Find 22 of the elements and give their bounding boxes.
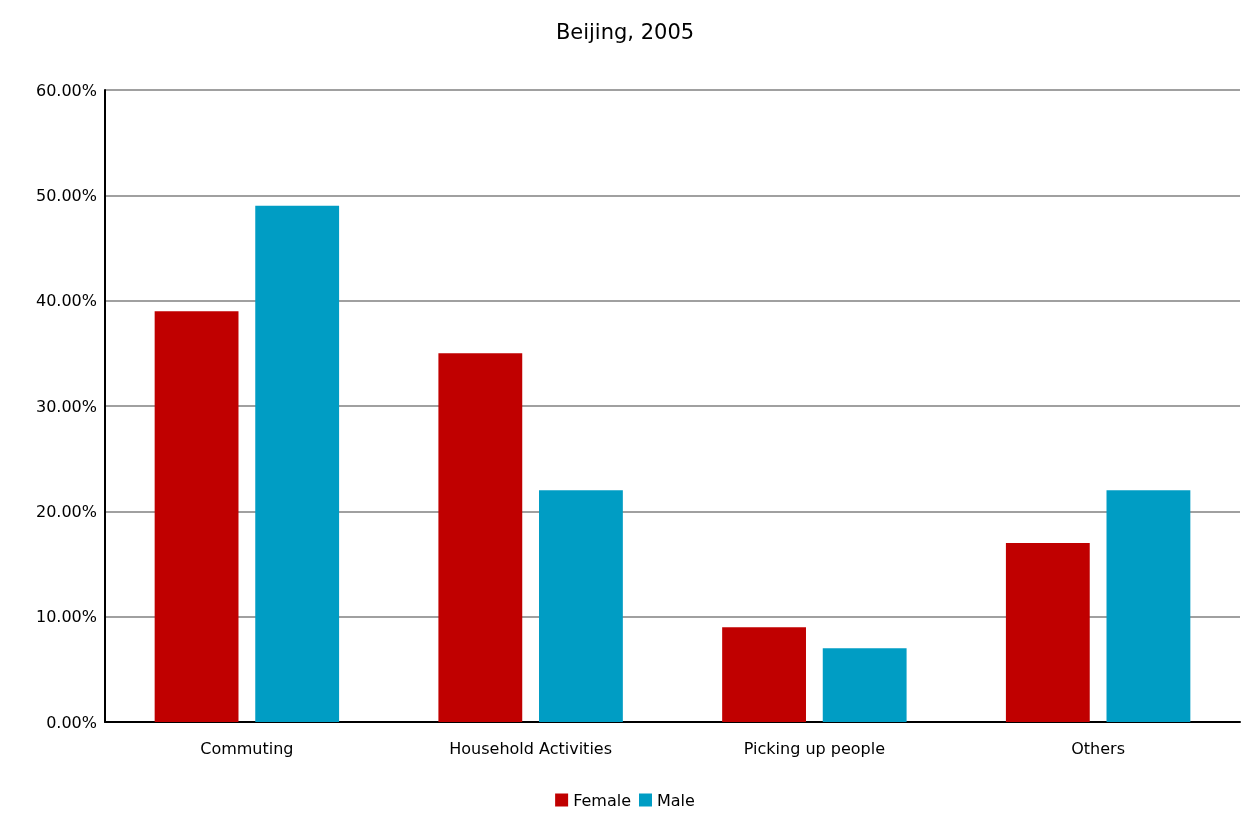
bar (1106, 490, 1191, 722)
y-tick-label: 50.00% (35, 185, 97, 205)
chart-title: Beijing, 2005 (555, 19, 695, 44)
y-tick-label: 60.00% (35, 80, 97, 100)
y-tick-label: 0.00% (46, 712, 97, 732)
y-tick-label: 30.00% (35, 396, 97, 416)
x-tick-label: Picking up people (743, 738, 885, 758)
legend-label: Male (656, 790, 695, 810)
legend-label: Female (573, 790, 631, 810)
bar (822, 648, 907, 722)
x-tick-label: Others (1071, 738, 1126, 758)
bar (722, 627, 806, 722)
bar (539, 490, 623, 722)
x-tick-label: Household Activities (449, 738, 612, 758)
y-tick-label: 10.00% (35, 607, 97, 627)
y-tick-label: 40.00% (35, 291, 97, 311)
bar (154, 311, 239, 722)
bar (1005, 542, 1090, 722)
bar (255, 205, 340, 722)
bar (438, 353, 523, 722)
x-tick-label: Commuting (200, 738, 294, 758)
y-tick-label: 20.00% (35, 501, 97, 521)
